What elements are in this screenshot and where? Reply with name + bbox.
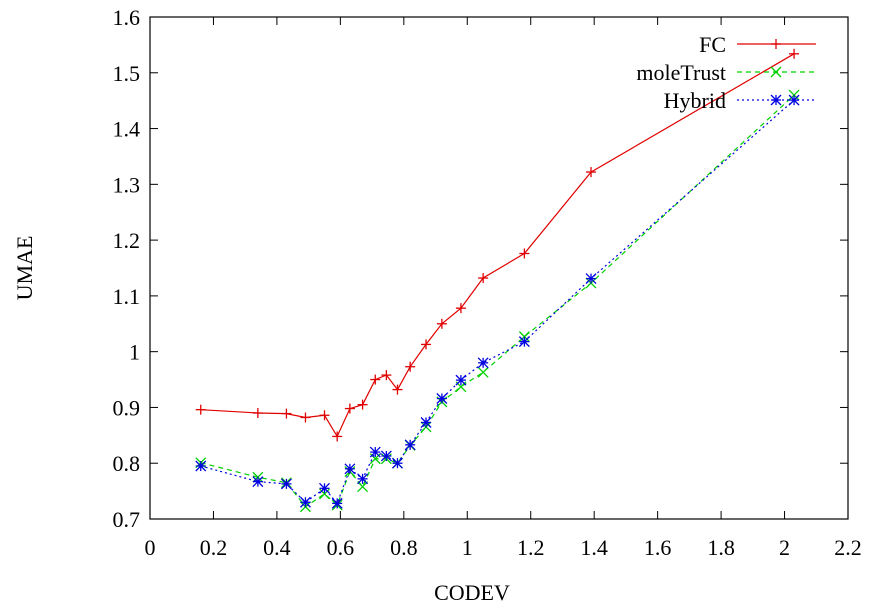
data-point — [421, 339, 432, 350]
plot-frame — [149, 16, 849, 520]
data-point — [357, 481, 369, 493]
data-point — [381, 370, 392, 381]
data-point — [405, 361, 416, 372]
data-point — [420, 417, 432, 428]
x-tick-label: 1 — [462, 535, 473, 560]
data-point — [518, 331, 530, 343]
y-tick-label: 0.8 — [113, 451, 141, 476]
series-line — [200, 99, 795, 505]
y-tick-label: 1.2 — [113, 228, 141, 253]
data-point — [788, 89, 800, 101]
y-tick-label: 0.9 — [113, 395, 141, 420]
series-moletrust — [195, 89, 800, 513]
series-fc — [195, 48, 800, 442]
x-axis-label: CODEV — [434, 580, 510, 605]
data-point — [789, 48, 800, 59]
data-point — [195, 460, 207, 472]
plot-border — [149, 16, 849, 520]
x-tick-label: 0.8 — [390, 535, 418, 560]
data-point — [392, 384, 403, 395]
data-point — [477, 366, 489, 378]
data-point — [357, 399, 368, 410]
data-point — [455, 374, 467, 386]
x-axis: 0 0.2 0.4 0.6 0.8 1 1.2 1.4 1.6 1.8 2 2.2 — [145, 17, 862, 560]
y-tick-label: 1.3 — [113, 172, 141, 197]
y-axis: 0.7 0.8 0.9 1 1.1 1.2 1.3 1.4 1.5 1.6 — [113, 5, 848, 532]
series-layer — [195, 48, 800, 513]
legend-marker — [770, 66, 782, 78]
data-point — [478, 273, 489, 284]
data-point — [455, 303, 466, 314]
data-point — [369, 446, 381, 458]
data-point — [436, 318, 447, 329]
data-point — [319, 482, 330, 494]
data-point — [344, 403, 355, 414]
y-tick-label: 1 — [129, 340, 140, 365]
legend: FC moleTrust Hybrid — [636, 32, 816, 113]
y-tick-label: 1.5 — [113, 61, 141, 86]
data-point — [585, 273, 597, 285]
data-point — [195, 404, 206, 415]
x-tick-label: 1.2 — [517, 535, 545, 560]
data-point — [357, 473, 369, 485]
data-point — [280, 478, 292, 490]
data-point — [519, 248, 530, 259]
x-tick-label: 1.4 — [580, 535, 608, 560]
data-point — [436, 393, 448, 404]
legend-label: FC — [699, 32, 726, 57]
x-tick-label: 0 — [145, 535, 156, 560]
data-point — [319, 488, 330, 500]
data-point — [518, 336, 530, 348]
x-tick-label: 0.6 — [327, 535, 355, 560]
data-point — [332, 431, 343, 442]
legend-label: Hybrid — [664, 88, 726, 113]
data-point — [319, 410, 330, 421]
x-tick-label: 1.6 — [644, 535, 672, 560]
series-hybrid — [195, 94, 800, 509]
data-point — [477, 357, 489, 369]
data-point — [252, 476, 264, 488]
y-tick-label: 1.6 — [113, 5, 141, 30]
legend-item-fc: FC — [699, 32, 816, 57]
x-tick-label: 0.2 — [200, 535, 228, 560]
data-point — [252, 408, 263, 419]
legend-label: moleTrust — [636, 60, 726, 85]
y-axis-label: UMAE — [12, 236, 37, 301]
y-tick-label: 1.1 — [113, 284, 141, 309]
data-point — [331, 497, 343, 509]
series-line — [200, 94, 795, 508]
y-tick-label: 1.4 — [113, 117, 141, 142]
y-tick-label: 0.7 — [113, 507, 141, 532]
legend-item-moletrust: moleTrust — [636, 60, 816, 85]
data-point — [586, 167, 597, 178]
data-point — [300, 412, 311, 423]
x-tick-label: 0.4 — [263, 535, 291, 560]
x-tick-label: 2.2 — [834, 535, 862, 560]
legend-item-hybrid: Hybrid — [664, 88, 816, 113]
legend-marker — [771, 39, 781, 49]
data-point — [404, 439, 416, 451]
x-tick-label: 1.8 — [707, 535, 735, 560]
data-point — [300, 496, 311, 508]
x-tick-label: 2 — [779, 535, 790, 560]
data-point — [370, 374, 381, 385]
legend-marker — [770, 94, 782, 106]
data-point — [281, 408, 292, 419]
data-point — [344, 463, 356, 475]
data-point — [380, 450, 392, 462]
data-point — [392, 457, 403, 469]
